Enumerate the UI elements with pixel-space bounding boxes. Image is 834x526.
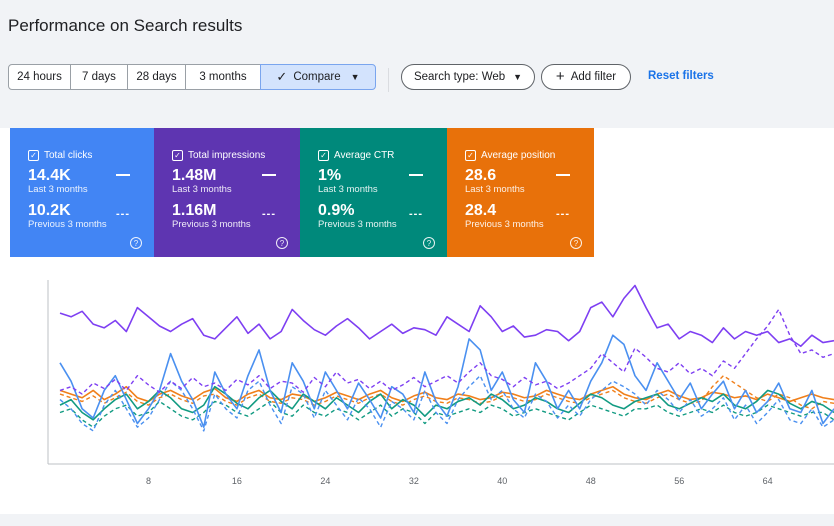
metric-prev-value: 0.9%	[318, 202, 355, 219]
series-line-average-ctr-current	[59, 385, 834, 421]
metric-value: 28.6	[465, 167, 497, 184]
metric-card-average-position[interactable]: ✓ Average position 28.6 Last 3 months 28.…	[447, 128, 594, 257]
series-line-total-impressions-current	[59, 284, 834, 348]
search-type-dropdown[interactable]: Search type: Web ▼	[401, 64, 535, 90]
add-filter-label: Add filter	[570, 71, 617, 83]
x-tick-label: 56	[674, 476, 684, 486]
add-filter-button[interactable]: + Add filter	[541, 64, 631, 90]
x-tick-label: 8	[146, 476, 151, 486]
reset-filters-link[interactable]: Reset filters	[648, 70, 714, 82]
metric-period: Last 3 months	[465, 184, 525, 195]
x-tick-label: 32	[409, 476, 419, 486]
check-icon: ✓	[276, 69, 288, 84]
range-28-days[interactable]: 28 days	[127, 64, 186, 90]
metric-label: Total clicks	[44, 150, 93, 161]
metric-prev-period: Previous 3 months	[172, 219, 251, 230]
x-tick-label: 40	[497, 476, 507, 486]
x-tick-label: 64	[763, 476, 773, 486]
solid-line-legend-icon	[409, 174, 423, 176]
series-line-total-clicks-current	[59, 334, 834, 428]
metric-period: Last 3 months	[318, 184, 378, 195]
metric-prev-period: Previous 3 months	[465, 219, 544, 230]
series-line-average-position-current	[59, 385, 834, 403]
metric-value: 1.48M	[172, 167, 217, 184]
help-icon[interactable]: ?	[423, 237, 435, 249]
metric-card-total-impressions[interactable]: ✓ Total impressions 1.48M Last 3 months 1…	[154, 128, 300, 257]
dashed-line-legend-icon: ---	[262, 208, 276, 220]
toolbar-divider	[388, 68, 389, 92]
dashed-line-legend-icon: ---	[116, 208, 130, 220]
checkbox-icon[interactable]: ✓	[318, 150, 329, 161]
checkbox-icon[interactable]: ✓	[172, 150, 183, 161]
metric-prev-value: 1.16M	[172, 202, 217, 219]
x-tick-label: 16	[232, 476, 242, 486]
search-type-label: Search type: Web	[413, 71, 506, 83]
series-line-total-impressions-previous	[59, 308, 834, 395]
dashed-line-legend-icon: ---	[556, 208, 570, 220]
metric-prev-period: Previous 3 months	[28, 219, 107, 230]
x-tick-label: 24	[320, 476, 330, 486]
solid-line-legend-icon	[116, 174, 130, 176]
solid-line-legend-icon	[556, 174, 570, 176]
help-icon[interactable]: ?	[130, 237, 142, 249]
dashed-line-legend-icon: ---	[409, 208, 423, 220]
checkbox-icon[interactable]: ✓	[28, 150, 39, 161]
caret-down-icon: ▼	[350, 72, 360, 82]
metric-label: Total impressions	[188, 150, 266, 161]
metric-label: Average position	[481, 150, 556, 161]
metric-label: Average CTR	[334, 150, 395, 161]
metric-prev-value: 10.2K	[28, 202, 71, 219]
metric-period: Last 3 months	[28, 184, 88, 195]
checkbox-icon[interactable]: ✓	[465, 150, 476, 161]
range-24-hours[interactable]: 24 hours	[8, 64, 71, 90]
metric-value: 14.4K	[28, 167, 71, 184]
metric-prev-period: Previous 3 months	[318, 219, 397, 230]
help-icon[interactable]: ?	[276, 237, 288, 249]
range-3-months[interactable]: 3 months	[185, 64, 261, 90]
metric-card-total-clicks[interactable]: ✓ Total clicks 14.4K Last 3 months 10.2K …	[10, 128, 154, 257]
metric-prev-value: 28.4	[465, 202, 497, 219]
range-7-days[interactable]: 7 days	[70, 64, 128, 90]
caret-down-icon: ▼	[513, 72, 523, 82]
plus-icon: +	[555, 68, 565, 85]
help-icon[interactable]: ?	[570, 237, 582, 249]
series-line-average-position-previous	[59, 374, 834, 410]
performance-line-chart: 8 16 24 32 40 48 56 64	[47, 280, 834, 486]
metric-period: Last 3 months	[172, 184, 232, 195]
series-line-total-clicks-previous	[59, 374, 834, 432]
compare-label: Compare	[293, 71, 341, 83]
page-title: Performance on Search results	[8, 16, 243, 35]
solid-line-legend-icon	[262, 174, 276, 176]
x-tick-label: 48	[586, 476, 596, 486]
metric-card-average-ctr[interactable]: ✓ Average CTR 1% Last 3 months 0.9% Previ…	[300, 128, 447, 257]
metric-value: 1%	[318, 167, 342, 184]
compare-button[interactable]: ✓ Compare ▼	[260, 64, 376, 90]
